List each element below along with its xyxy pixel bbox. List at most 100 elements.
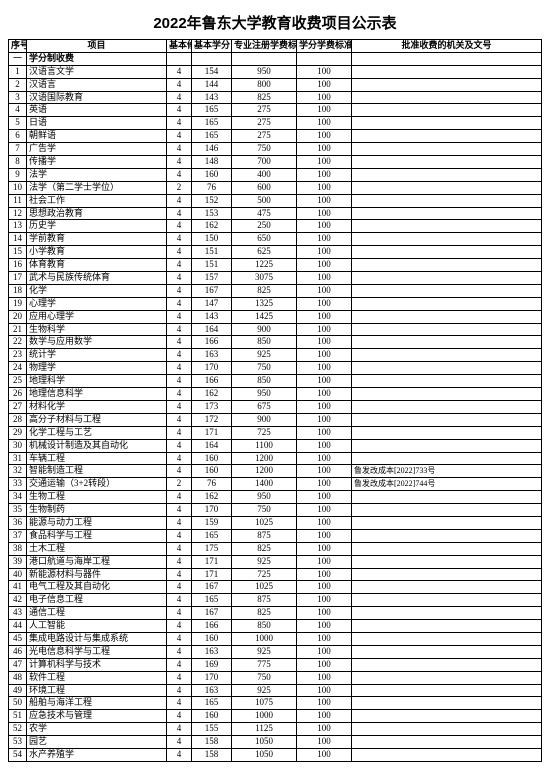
cell-seq: 37 — [9, 529, 27, 542]
cell-major-fee: 275 — [232, 130, 297, 143]
cell-approval — [352, 607, 542, 620]
cell-credit-fee: 100 — [297, 336, 352, 349]
cell-approval — [352, 104, 542, 117]
table-row: 32智能制造工程41601200100鲁发改成本[2022]733号 — [9, 465, 542, 478]
cell-approval — [352, 671, 542, 684]
cell-credit-fee: 100 — [297, 207, 352, 220]
cell-credit-fee: 100 — [297, 413, 352, 426]
cell-credit-fee: 100 — [297, 555, 352, 568]
cell-approval — [352, 362, 542, 375]
cell-seq: 21 — [9, 323, 27, 336]
cell-approval — [352, 272, 542, 285]
cell-credits: 159 — [192, 516, 232, 529]
cell-approval — [352, 710, 542, 723]
table-row: 7广告学4146750100 — [9, 143, 542, 156]
cell-credits: 144 — [192, 78, 232, 91]
table-row: 18化学4167825100 — [9, 284, 542, 297]
cell-credit-fee: 100 — [297, 452, 352, 465]
table-row: 25地理科学4166850100 — [9, 375, 542, 388]
cell-major-fee: 875 — [232, 529, 297, 542]
cell-credit-fee: 100 — [297, 362, 352, 375]
cell-years: 4 — [167, 220, 192, 233]
cell-credits: 76 — [192, 478, 232, 491]
cell-credit-fee: 100 — [297, 400, 352, 413]
table-row: 10法学（第二学士学位）276600100 — [9, 181, 542, 194]
table-row: 33交通运输（3+2转段）2761400100鲁发改成本[2022]744号 — [9, 478, 542, 491]
cell-seq: 14 — [9, 233, 27, 246]
cell-major-fee: 800 — [232, 78, 297, 91]
cell-seq: 13 — [9, 220, 27, 233]
cell-credit-fee: 100 — [297, 323, 352, 336]
cell-item: 化学工程与工艺 — [27, 426, 167, 439]
cell-major-fee: 925 — [232, 645, 297, 658]
cell-approval — [352, 684, 542, 697]
cell-credit-fee: 100 — [297, 104, 352, 117]
cell-years: 4 — [167, 207, 192, 220]
table-row: 19心理学41471325100 — [9, 297, 542, 310]
cell-approval: 鲁发改成本[2022]744号 — [352, 478, 542, 491]
cell-major-fee: 750 — [232, 143, 297, 156]
cell-years: 4 — [167, 504, 192, 517]
cell-credit-fee: 100 — [297, 465, 352, 478]
cell-credit-fee: 100 — [297, 607, 352, 620]
cell-credits: 162 — [192, 220, 232, 233]
cell-item: 日语 — [27, 117, 167, 130]
cell-approval — [352, 168, 542, 181]
cell-major-fee: 850 — [232, 620, 297, 633]
cell-seq: 6 — [9, 130, 27, 143]
table-row: 48软件工程4170750100 — [9, 671, 542, 684]
table-row: 14学前教育4150650100 — [9, 233, 542, 246]
cell-credit-fee: 100 — [297, 220, 352, 233]
cell-approval — [352, 529, 542, 542]
cell-approval — [352, 439, 542, 452]
cell-credit-fee: 100 — [297, 748, 352, 761]
cell-years: 2 — [167, 181, 192, 194]
cell-credit-fee: 100 — [297, 710, 352, 723]
cell-major-fee: 1400 — [232, 478, 297, 491]
cell-credits: 162 — [192, 388, 232, 401]
cell-item: 集成电路设计与集成系统 — [27, 632, 167, 645]
cell-credit-fee: 100 — [297, 388, 352, 401]
table-row: 27材料化学4173675100 — [9, 400, 542, 413]
cell-item: 计算机科学与技术 — [27, 658, 167, 671]
cell-item: 地理信息科学 — [27, 388, 167, 401]
table-row: 51应急技术与管理41601000100 — [9, 710, 542, 723]
cell-approval — [352, 504, 542, 517]
cell-credit-fee: 100 — [297, 78, 352, 91]
table-row: 50船舶与海洋工程41651075100 — [9, 697, 542, 710]
cell-item: 学前教育 — [27, 233, 167, 246]
table-row: 43通信工程4167825100 — [9, 607, 542, 620]
cell-seq: 30 — [9, 439, 27, 452]
section-row: 一 学分制收费 — [9, 52, 542, 65]
table-row: 31车辆工程41601200100 — [9, 452, 542, 465]
cell-credits: 163 — [192, 645, 232, 658]
cell-major-fee: 500 — [232, 194, 297, 207]
cell-item: 车辆工程 — [27, 452, 167, 465]
cell-major-fee: 925 — [232, 555, 297, 568]
cell-years: 4 — [167, 156, 192, 169]
cell-major-fee: 925 — [232, 684, 297, 697]
cell-credits: 171 — [192, 555, 232, 568]
cell-item: 机械设计制造及其自动化 — [27, 439, 167, 452]
cell-seq: 16 — [9, 259, 27, 272]
table-row: 38土木工程4175825100 — [9, 542, 542, 555]
cell-seq: 53 — [9, 736, 27, 749]
cell-credits: 160 — [192, 465, 232, 478]
cell-credit-fee: 100 — [297, 375, 352, 388]
cell-item: 材料化学 — [27, 400, 167, 413]
cell-credits: 160 — [192, 452, 232, 465]
table-row: 22数学与应用数学4166850100 — [9, 336, 542, 349]
cell-seq: 45 — [9, 632, 27, 645]
cell-approval — [352, 91, 542, 104]
cell-credits: 171 — [192, 568, 232, 581]
cell-years: 4 — [167, 748, 192, 761]
cell-item: 汉语国际教育 — [27, 91, 167, 104]
table-row: 44人工智能4166850100 — [9, 620, 542, 633]
cell-credit-fee: 100 — [297, 478, 352, 491]
col-basic-credits: 基本学分 — [192, 40, 232, 53]
cell-credit-fee: 100 — [297, 723, 352, 736]
cell-years: 4 — [167, 426, 192, 439]
table-row: 17武术与民族传统体育41573075100 — [9, 272, 542, 285]
cell-years: 4 — [167, 78, 192, 91]
cell-approval — [352, 375, 542, 388]
